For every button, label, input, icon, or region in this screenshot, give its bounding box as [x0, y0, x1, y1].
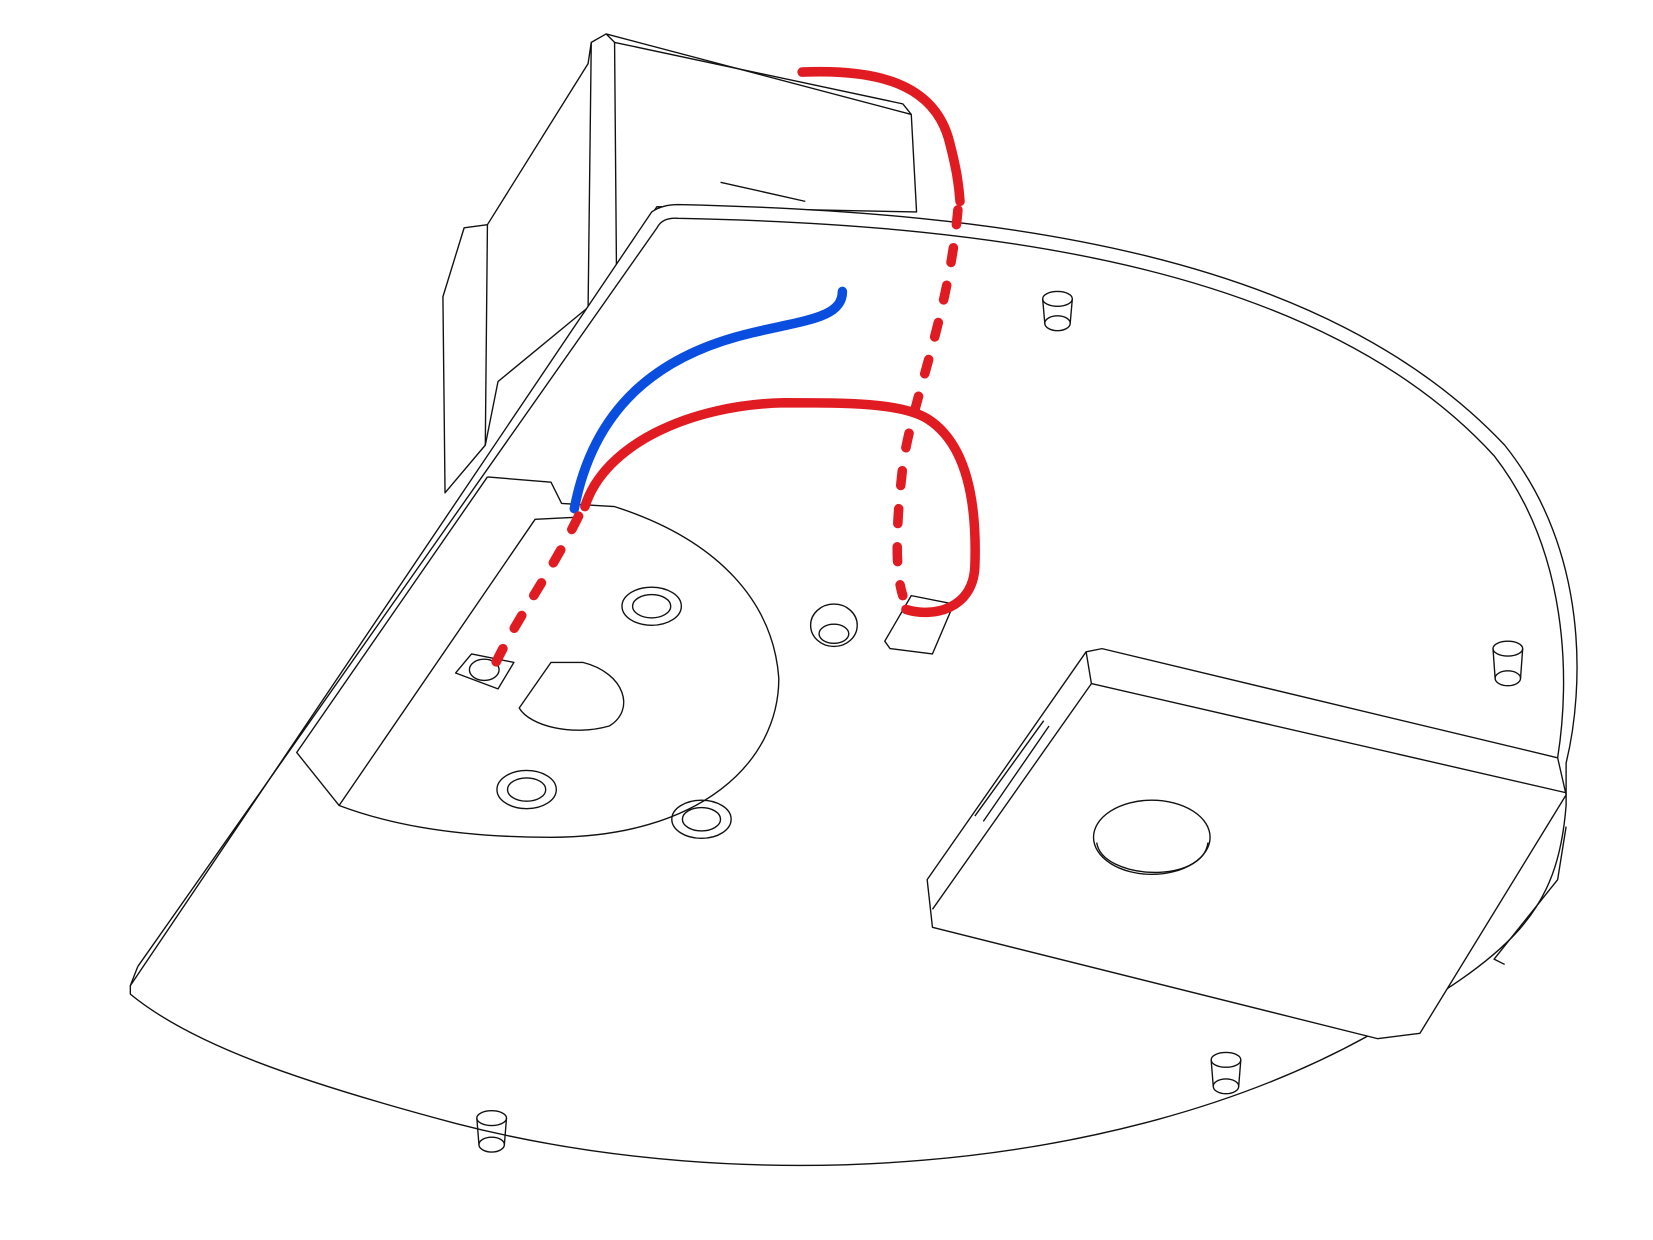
motor-plate: [926, 647, 1567, 1040]
wires: [491, 66, 980, 668]
back-housing: [442, 33, 918, 494]
red-wire-top: [797, 66, 965, 207]
blue-wire: [569, 286, 848, 514]
red-wire-dotted: [491, 511, 584, 668]
red-wire-hidden: [892, 205, 963, 601]
red-wire-loop: [580, 397, 980, 618]
